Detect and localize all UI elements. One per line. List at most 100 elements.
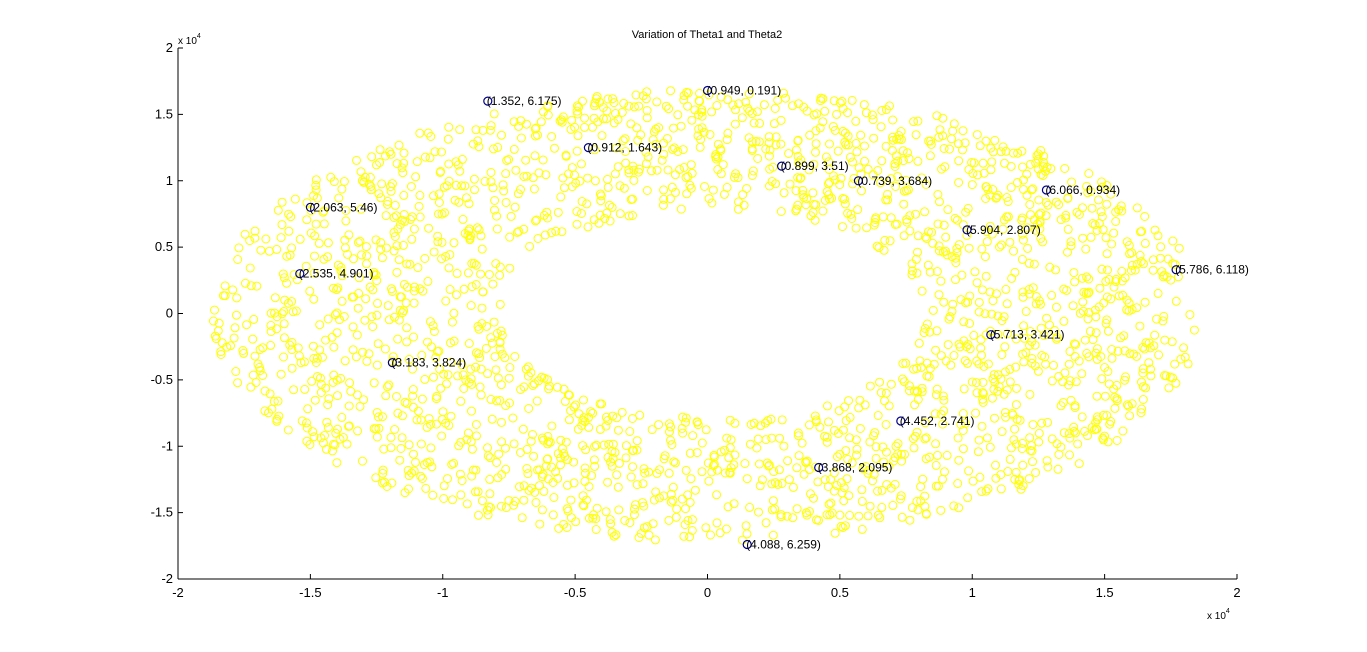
data-point [764, 138, 774, 148]
data-point [1122, 237, 1132, 247]
data-point [1091, 348, 1101, 358]
data-point [278, 269, 288, 279]
data-point [751, 136, 761, 146]
data-point [499, 186, 509, 196]
data-point [1102, 249, 1112, 259]
data-point [954, 139, 963, 149]
y-tick-label: 1 [166, 173, 173, 188]
data-point [716, 447, 726, 457]
data-point [816, 96, 826, 106]
data-point [747, 144, 757, 154]
data-point [300, 384, 310, 394]
data-point [333, 391, 342, 401]
data-point [396, 444, 406, 453]
data-point [624, 168, 634, 178]
data-point [466, 437, 476, 447]
data-point [508, 413, 518, 423]
data-point [925, 327, 935, 337]
data-point [411, 172, 421, 182]
data-point [540, 230, 550, 240]
data-point [617, 407, 627, 417]
data-point [492, 396, 502, 406]
data-point [634, 101, 644, 111]
data-point [951, 253, 961, 263]
data-point [794, 431, 803, 441]
data-point [357, 250, 366, 260]
data-point [309, 191, 319, 201]
data-point [761, 518, 771, 528]
data-point [590, 176, 600, 186]
data-point [1041, 211, 1051, 221]
data-point [770, 504, 780, 514]
data-point [642, 522, 652, 532]
data-point [316, 433, 326, 443]
data-point [970, 267, 980, 277]
data-point [542, 207, 552, 217]
data-point [332, 308, 342, 318]
data-point [634, 533, 644, 542]
data-point [977, 244, 987, 254]
data-point [1084, 274, 1094, 284]
data-point [883, 189, 892, 199]
data-point [422, 422, 432, 432]
data-point [685, 448, 695, 458]
data-point [1070, 403, 1080, 413]
data-point [258, 371, 268, 380]
data-point [1028, 184, 1038, 194]
data-point [1064, 359, 1074, 369]
data-point [722, 135, 732, 145]
data-point [337, 296, 347, 306]
data-point [211, 334, 221, 344]
data-point [381, 243, 391, 253]
data-point [1018, 235, 1028, 245]
data-point [1170, 359, 1180, 369]
data-point [679, 95, 689, 105]
data-point [647, 166, 656, 176]
data-point [948, 126, 958, 136]
data-point [990, 413, 999, 423]
data-point [528, 430, 537, 439]
data-point [686, 474, 696, 484]
data-point [881, 195, 891, 205]
data-point [414, 201, 424, 211]
data-point [747, 171, 757, 180]
data-point [931, 345, 941, 355]
data-point [896, 494, 905, 504]
data-point [878, 212, 888, 222]
data-point [348, 345, 358, 355]
data-point [769, 119, 779, 129]
data-point [650, 535, 660, 545]
data-point [435, 364, 445, 374]
data-point [1122, 305, 1132, 315]
data-point [664, 419, 674, 429]
data-point [910, 431, 920, 441]
data-point [216, 347, 226, 357]
data-point [1018, 349, 1028, 359]
data-point [1005, 237, 1015, 247]
data-point [564, 415, 574, 425]
data-point [638, 479, 648, 489]
data-point [277, 197, 287, 207]
data-point [669, 457, 679, 467]
data-point [250, 226, 260, 236]
data-point [873, 510, 883, 520]
data-point [960, 356, 970, 366]
data-point [958, 145, 967, 155]
data-point [838, 222, 847, 232]
data-point [688, 431, 698, 441]
data-point [306, 206, 316, 216]
data-point [917, 286, 927, 296]
data-point [930, 409, 940, 419]
data-point [1016, 484, 1026, 494]
data-point [1028, 283, 1038, 293]
data-point [639, 464, 649, 474]
data-point [439, 182, 449, 192]
data-point [840, 521, 850, 531]
data-point [725, 468, 735, 478]
data-point [600, 214, 610, 223]
data-point [456, 437, 466, 447]
data-point [865, 501, 875, 511]
data-point [1141, 338, 1151, 348]
data-point [457, 360, 467, 370]
